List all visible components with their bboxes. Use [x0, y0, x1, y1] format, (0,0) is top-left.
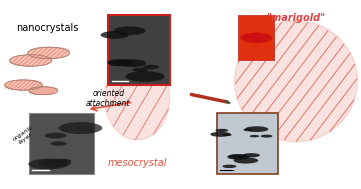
Ellipse shape [228, 154, 246, 159]
Ellipse shape [29, 87, 58, 95]
FancyBboxPatch shape [29, 113, 94, 174]
Ellipse shape [210, 132, 231, 137]
FancyBboxPatch shape [217, 113, 278, 174]
Text: mesocrystal: mesocrystal [108, 158, 167, 167]
Ellipse shape [108, 59, 134, 66]
Ellipse shape [227, 154, 250, 160]
Ellipse shape [249, 37, 264, 43]
Ellipse shape [258, 35, 273, 41]
Text: "marigold": "marigold" [266, 13, 326, 23]
Ellipse shape [28, 47, 70, 59]
Ellipse shape [126, 71, 165, 82]
Ellipse shape [58, 122, 102, 134]
Ellipse shape [243, 37, 257, 43]
Text: organic
layer: organic layer [12, 125, 37, 147]
Ellipse shape [118, 59, 147, 67]
Ellipse shape [108, 60, 129, 66]
Ellipse shape [28, 159, 68, 170]
Ellipse shape [222, 134, 232, 136]
Text: nanocrystals: nanocrystals [16, 23, 79, 33]
Ellipse shape [256, 37, 270, 43]
Ellipse shape [45, 133, 66, 139]
FancyBboxPatch shape [108, 15, 170, 85]
Ellipse shape [243, 33, 257, 39]
Ellipse shape [235, 21, 357, 142]
Ellipse shape [132, 68, 148, 72]
Ellipse shape [249, 32, 264, 38]
Ellipse shape [249, 135, 259, 137]
Ellipse shape [222, 165, 236, 168]
Ellipse shape [143, 65, 159, 69]
Ellipse shape [105, 57, 170, 140]
Ellipse shape [51, 141, 66, 146]
FancyBboxPatch shape [238, 15, 274, 60]
Ellipse shape [243, 153, 260, 157]
Ellipse shape [240, 35, 255, 41]
Ellipse shape [101, 31, 129, 39]
Text: oriented
attachment: oriented attachment [86, 89, 130, 108]
Ellipse shape [243, 129, 253, 131]
Ellipse shape [5, 80, 42, 90]
Ellipse shape [234, 157, 258, 163]
Ellipse shape [216, 129, 228, 132]
Ellipse shape [113, 26, 145, 35]
Ellipse shape [261, 135, 273, 138]
Ellipse shape [39, 159, 71, 168]
Ellipse shape [10, 55, 52, 66]
Ellipse shape [245, 126, 268, 132]
Ellipse shape [256, 33, 270, 39]
Ellipse shape [55, 159, 71, 163]
